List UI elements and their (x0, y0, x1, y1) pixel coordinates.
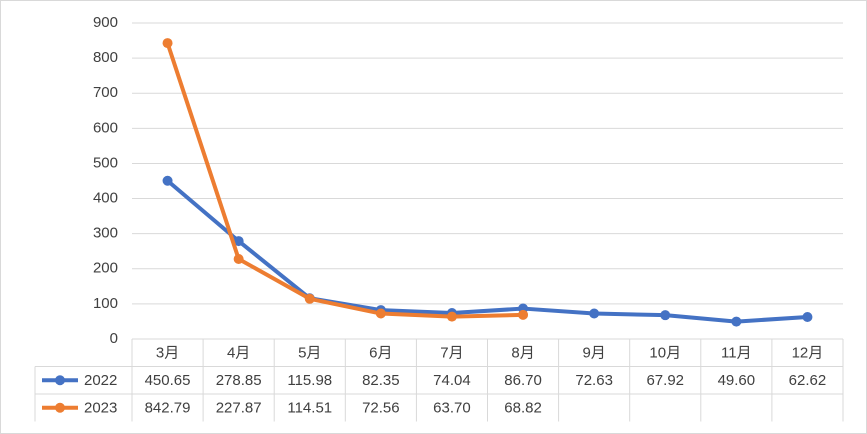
marker (162, 175, 173, 186)
table-value: 49.60 (718, 372, 756, 389)
marker (446, 311, 457, 322)
x-tick-label: 10月 (649, 345, 681, 362)
table-value: 68.82 (504, 400, 542, 417)
y-tick-label: 900 (93, 14, 118, 31)
table-value: 115.98 (287, 372, 332, 389)
series-line (165, 178, 810, 324)
legend-label: 2023 (84, 400, 117, 417)
table-value: 278.85 (216, 372, 262, 389)
y-tick-label: 300 (93, 225, 118, 242)
x-tick-label: 8月 (511, 345, 534, 362)
table-value: 450.65 (145, 372, 191, 389)
x-tick-label: 5月 (298, 345, 321, 362)
series-line (165, 41, 526, 319)
table-value: 842.79 (145, 400, 191, 417)
x-tick-label: 7月 (440, 345, 463, 362)
x-tick-label: 11月 (721, 345, 752, 362)
table-value: 72.63 (575, 372, 613, 389)
y-tick-label: 800 (93, 49, 118, 66)
marker (731, 316, 742, 327)
y-tick-label: 600 (93, 119, 118, 136)
table-value: 74.04 (433, 372, 471, 389)
table-value: 227.87 (216, 400, 262, 417)
table-value: 86.70 (504, 372, 542, 389)
legend-key-marker (55, 375, 65, 386)
y-tick-label: 700 (93, 84, 118, 101)
table-value: 82.35 (362, 372, 400, 389)
x-tick-label: 4月 (227, 345, 250, 362)
marker (518, 309, 529, 320)
marker (375, 308, 386, 319)
y-tick-label: 0 (110, 330, 118, 347)
table-value: 63.70 (433, 400, 471, 417)
table-value: 114.51 (287, 400, 332, 417)
marker (162, 38, 173, 49)
marker (660, 310, 671, 321)
marker (802, 312, 813, 323)
legend-key-marker (55, 402, 65, 413)
x-tick-label: 3月 (156, 345, 179, 362)
marker (589, 308, 600, 319)
y-tick-label: 100 (93, 295, 118, 312)
x-tick-label: 9月 (582, 345, 605, 362)
legend-label: 2022 (84, 372, 117, 389)
table-value: 62.62 (789, 372, 827, 389)
marker (233, 253, 244, 264)
y-tick-label: 400 (93, 190, 118, 207)
x-tick-label: 12月 (792, 345, 824, 362)
y-tick-label: 200 (93, 260, 118, 277)
y-tick-label: 500 (93, 154, 118, 171)
x-tick-label: 6月 (369, 345, 392, 362)
marker (233, 236, 244, 247)
table-value: 67.92 (646, 372, 684, 389)
table-value: 72.56 (362, 400, 400, 417)
marker (304, 293, 315, 304)
